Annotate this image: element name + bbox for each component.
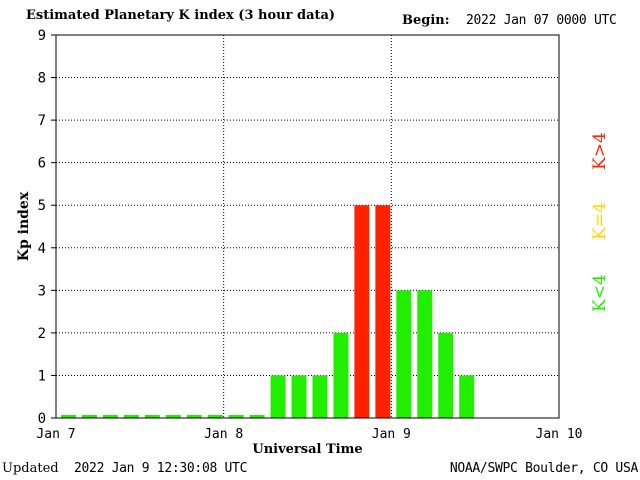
x-tick-label: Jan 9 xyxy=(372,427,411,442)
kp-bar xyxy=(144,415,160,418)
x-axis-label: Universal Time xyxy=(252,442,362,457)
kp-bar xyxy=(61,415,76,418)
legend-k-equal-4: K=4 xyxy=(590,202,610,240)
y-axis-label: Kp index xyxy=(16,191,32,261)
y-tick-label: 9 xyxy=(38,28,46,44)
y-tick-label: 7 xyxy=(38,113,46,129)
x-tick-label: Jan 10 xyxy=(536,427,583,442)
kp-bar xyxy=(102,415,118,418)
kp-bar xyxy=(81,415,97,418)
kp-bar xyxy=(417,290,433,418)
y-tick-label: 2 xyxy=(38,326,46,342)
kp-bar xyxy=(249,415,265,418)
kp-bar xyxy=(459,375,475,418)
chart-title: Estimated Planetary K index (3 hour data… xyxy=(26,8,336,23)
updated-value: 2022 Jan 9 12:30:08 UTC xyxy=(74,461,248,476)
begin-label: Begin: xyxy=(402,13,450,28)
updated-label: Updated xyxy=(2,461,59,476)
plot-frame xyxy=(55,34,560,419)
kp-bar xyxy=(354,205,370,418)
kp-bar xyxy=(207,415,223,418)
kp-bar xyxy=(123,415,139,418)
legend-k-less-4: K<4 xyxy=(590,274,610,312)
begin-value: 2022 Jan 07 0000 UTC xyxy=(466,13,617,28)
kp-bar xyxy=(312,375,328,418)
kp-bar xyxy=(228,415,244,418)
y-tick-label: 1 xyxy=(38,368,46,384)
kp-bar xyxy=(333,332,349,418)
y-tick-label: 3 xyxy=(38,283,46,299)
x-tick-label: Jan 7 xyxy=(36,427,75,442)
y-tick-label: 0 xyxy=(38,411,46,427)
y-tick-label: 4 xyxy=(38,241,46,257)
kp-bar xyxy=(291,375,307,418)
kp-bar xyxy=(186,415,202,418)
y-tick-label: 8 xyxy=(38,71,46,87)
y-tick-label: 6 xyxy=(38,156,46,172)
kp-bar xyxy=(396,290,412,418)
kp-bar xyxy=(165,415,181,418)
x-tick-label: Jan 8 xyxy=(204,427,243,442)
kp-bar xyxy=(270,375,286,418)
kp-bar xyxy=(438,332,454,418)
kp-bar xyxy=(375,205,391,418)
legend-k-greater-4: K>4 xyxy=(590,132,610,170)
credit-line: NOAA/SWPC Boulder, CO USA xyxy=(449,461,638,476)
y-tick-label: 5 xyxy=(38,198,46,214)
